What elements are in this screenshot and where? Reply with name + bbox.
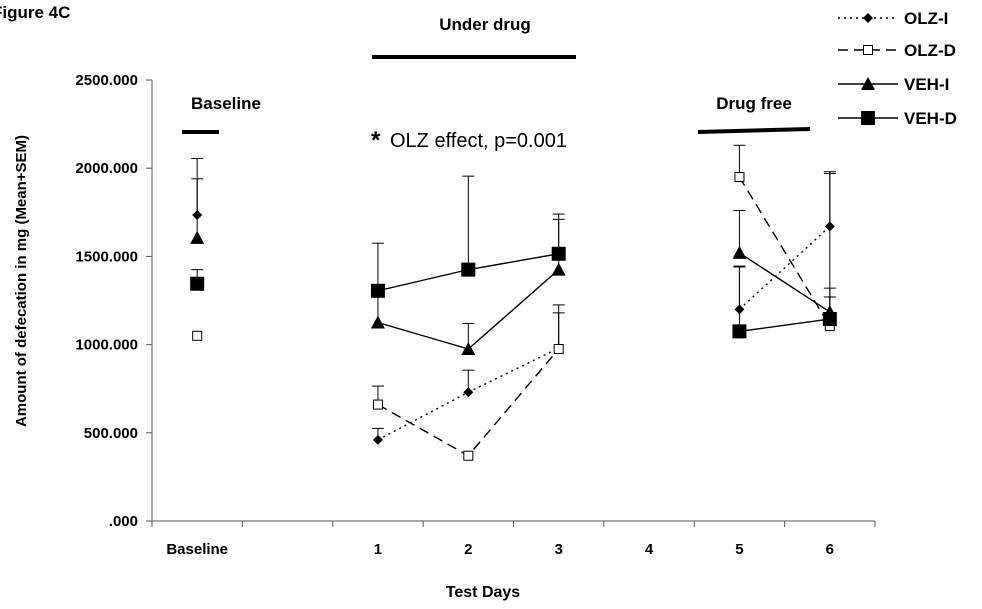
x-tick-label: Baseline [166,541,228,558]
data-point-veh-d [461,262,476,277]
data-point-olz-d [463,450,474,461]
x-tick-label: 4 [645,541,654,558]
legend-label: OLZ-D [904,41,956,60]
period-label-under-drug: Under drug [439,15,531,34]
data-point-veh-i [461,342,476,356]
legend-label: VEH-D [904,109,957,128]
data-point-olz-i [734,304,745,315]
data-point-veh-i [551,262,566,276]
series-line-olz-d [738,176,831,327]
period-label-drug-free: Drug free [716,94,792,113]
series-line-veh-i [739,252,831,313]
data-point-olz-i [192,209,203,220]
x-tick-label: 2 [464,541,472,558]
data-point-veh-d [551,246,566,261]
y-tick-label: 1500.000 [75,248,138,265]
y-tick-label: .000 [109,513,138,530]
data-point-veh-d [370,283,385,298]
legend-marker-icon [861,111,875,125]
legend: OLZ-I OLZ-D VEH-I VEH-D [838,9,957,128]
data-point-veh-d [822,312,837,327]
legend-marker-icon [863,13,873,23]
annotation-text: OLZ effect, p=0.001 [390,130,567,152]
data-point-olz-d [553,344,564,355]
period-bar-drug-free [697,127,811,134]
y-tick-label: 2000.000 [75,160,138,177]
data-point-veh-i [190,230,205,244]
legend-item-olz-i: OLZ-I [838,9,948,28]
data-point-veh-d [190,276,205,291]
data-point-olz-d [192,330,203,341]
x-tick-label: 3 [555,541,563,558]
x-tick-label: 1 [374,541,382,558]
annotation-star: * [371,127,381,154]
x-tick-label: 5 [735,541,743,558]
data-point-olz-i [372,434,383,445]
x-tick-label: 6 [826,541,834,558]
legend-label: VEH-I [904,75,949,94]
plot-area: .000 500.000 1000.000 1500.000 2000.000 2500.… [75,72,876,558]
data-point-veh-d [732,324,747,339]
y-tick-label: 1000.000 [75,337,138,354]
legend-label: OLZ-I [904,9,948,28]
y-axis-title: Amount of defecation in mg (Mean+SEM) [13,135,30,427]
data-point-olz-d [734,172,745,183]
data-point-veh-i [370,315,385,329]
legend-marker-icon [863,45,873,55]
series-line-olz-d [377,348,560,457]
y-tick-label: 2500.000 [75,72,138,89]
period-label-baseline: Baseline [191,94,261,113]
figure-label: Figure 4C [0,3,70,22]
x-axis-title: Test Days [446,584,521,601]
data-point-veh-i [732,245,747,259]
legend-marker-icon [861,77,875,90]
legend-item-olz-d: OLZ-D [838,41,956,60]
y-tick-label: 500.000 [84,425,138,442]
legend-item-veh-d: VEH-D [838,109,957,128]
series-line-veh-d [739,318,830,333]
series-line-olz-i [738,225,831,310]
data-point-olz-i [463,387,474,398]
data-point-olz-i [824,221,835,232]
data-point-olz-d [372,399,383,410]
legend-item-veh-i: VEH-I [838,75,949,94]
